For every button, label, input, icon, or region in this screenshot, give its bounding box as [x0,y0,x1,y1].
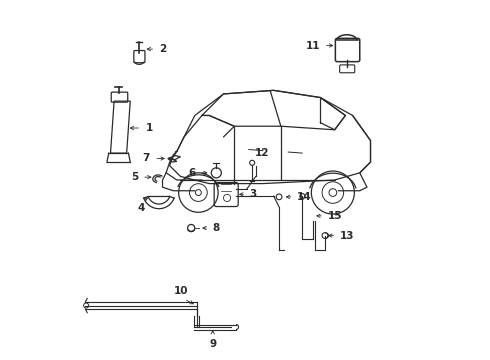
Text: 2: 2 [159,44,166,54]
Text: 9: 9 [209,338,216,348]
Text: 5: 5 [131,172,139,182]
Text: 13: 13 [340,231,355,240]
Text: 3: 3 [250,189,257,199]
Text: 4: 4 [137,203,145,213]
Text: 15: 15 [327,211,342,221]
Polygon shape [144,197,174,209]
Text: 6: 6 [188,168,196,178]
Text: 12: 12 [255,148,270,158]
Text: 14: 14 [297,192,312,202]
Text: 10: 10 [174,286,189,296]
Text: 1: 1 [146,123,153,133]
Text: 7: 7 [143,153,150,163]
Text: 11: 11 [306,41,320,50]
Text: 8: 8 [213,223,220,233]
